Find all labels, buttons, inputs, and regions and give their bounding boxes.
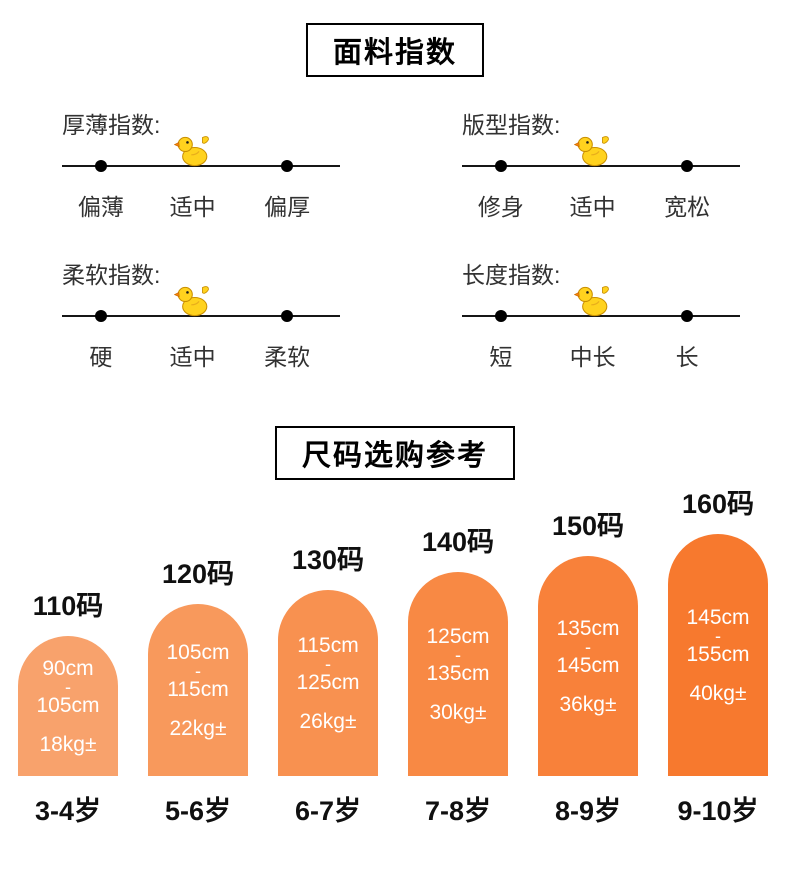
height-max: 145cm xyxy=(556,654,620,678)
size-code-label: 120码 xyxy=(161,559,235,589)
range-dash: - xyxy=(195,660,201,681)
age-label: 8-9岁 xyxy=(554,796,622,826)
tick-label: 适中 xyxy=(569,194,616,220)
size-column-160: 160码 145cm - 155cm 40kg± 9-10岁 xyxy=(668,482,768,828)
size-code-label: 110码 xyxy=(32,591,104,621)
scale-line xyxy=(462,165,740,167)
scale-group-length: 长度指数: 短 中长 长 xyxy=(462,256,740,370)
range-dash: - xyxy=(325,653,331,674)
range-dash: - xyxy=(715,625,721,646)
scale-track xyxy=(462,286,740,332)
scale-ticks: 硬 适中 柔软 xyxy=(62,338,340,370)
scale-line xyxy=(462,315,740,317)
height-max: 155cm xyxy=(686,643,750,667)
tick-label: 偏厚 xyxy=(264,194,311,220)
scale-dot-left xyxy=(494,160,507,172)
age-label: 9-10岁 xyxy=(677,796,759,826)
size-arch: 105cm - 115cm 22kg± xyxy=(148,604,248,776)
scale-track xyxy=(62,136,340,182)
scale-group-thickness: 厚薄指数: 偏薄 适中 偏厚 xyxy=(62,106,340,220)
range-dash: - xyxy=(455,644,461,665)
weight-label: 26kg± xyxy=(299,710,357,734)
size-column-140: 140码 125cm - 135cm 30kg± 7-8岁 xyxy=(408,520,508,828)
height-min: 145cm xyxy=(686,605,750,629)
size-code-label: 160码 xyxy=(681,489,755,519)
height-min: 90cm xyxy=(42,656,94,680)
size-column-150: 150码 135cm - 145cm 36kg± 8-9岁 xyxy=(538,504,638,828)
height-max: 135cm xyxy=(426,662,490,686)
scale-dot-left xyxy=(94,160,107,172)
height-min: 115cm xyxy=(297,633,359,657)
age-label: 3-4岁 xyxy=(34,796,102,826)
duck-marker-icon xyxy=(173,134,212,167)
scale-dot-right xyxy=(281,310,294,322)
tick-label: 修身 xyxy=(477,194,524,220)
fabric-index-title: 面料指数 xyxy=(305,23,485,77)
duck-marker-icon xyxy=(173,284,212,317)
tick-label: 适中 xyxy=(169,344,216,370)
age-label: 5-6岁 xyxy=(164,796,232,826)
tick-label: 中长 xyxy=(569,344,616,370)
scale-dot-right xyxy=(681,160,694,172)
scale-ticks: 短 中长 长 xyxy=(462,338,740,370)
weight-label: 18kg± xyxy=(39,733,97,757)
age-label: 6-7岁 xyxy=(294,796,362,826)
range-dash: - xyxy=(65,676,71,697)
scale-label: 长度指数: xyxy=(462,262,561,288)
scale-track xyxy=(62,286,340,332)
age-label: 7-8岁 xyxy=(424,796,492,826)
scale-label: 厚薄指数: xyxy=(62,112,161,138)
scale-label: 柔软指数: xyxy=(62,262,161,288)
scale-dot-left xyxy=(494,310,507,322)
duck-marker-icon xyxy=(573,134,612,167)
scale-line xyxy=(62,165,340,167)
height-min: 135cm xyxy=(556,616,620,640)
scale-group-fit: 版型指数: 修身 适中 宽松 xyxy=(462,106,740,220)
size-code-label: 140码 xyxy=(421,527,495,557)
height-max: 125cm xyxy=(296,671,360,695)
scale-dot-left xyxy=(94,310,107,322)
size-arch: 90cm - 105cm 18kg± xyxy=(18,636,118,776)
size-code-label: 130码 xyxy=(291,545,365,575)
height-min: 105cm xyxy=(166,640,230,664)
height-min: 125cm xyxy=(426,624,490,648)
scale-track xyxy=(462,136,740,182)
height-max: 115cm xyxy=(167,678,229,702)
size-guide-title: 尺码选购参考 xyxy=(274,426,516,480)
tick-label: 宽松 xyxy=(664,194,711,220)
tick-label: 适中 xyxy=(169,194,216,220)
weight-label: 22kg± xyxy=(169,717,227,741)
scale-line xyxy=(62,315,340,317)
size-column-120: 120码 105cm - 115cm 22kg± 5-6岁 xyxy=(148,552,248,828)
tick-label: 短 xyxy=(489,344,513,370)
scale-ticks: 修身 适中 宽松 xyxy=(462,188,740,220)
size-column-110: 110码 90cm - 105cm 18kg± 3-4岁 xyxy=(18,584,118,828)
scale-label: 版型指数: xyxy=(462,112,561,138)
size-code-label: 150码 xyxy=(551,511,625,541)
tick-label: 柔软 xyxy=(264,344,311,370)
scale-dot-right xyxy=(681,310,694,322)
tick-label: 长 xyxy=(675,344,699,370)
scale-group-softness: 柔软指数: 硬 适中 柔软 xyxy=(62,256,340,370)
duck-marker-icon xyxy=(573,284,612,317)
size-column-130: 130码 115cm - 125cm 26kg± 6-7岁 xyxy=(278,538,378,828)
size-arch: 145cm - 155cm 40kg± xyxy=(668,534,768,776)
tick-label: 硬 xyxy=(89,344,113,370)
size-arch: 135cm - 145cm 36kg± xyxy=(538,556,638,776)
size-arch: 125cm - 135cm 30kg± xyxy=(408,572,508,776)
range-dash: - xyxy=(585,636,591,657)
height-max: 105cm xyxy=(36,694,100,718)
weight-label: 36kg± xyxy=(559,693,617,717)
weight-label: 30kg± xyxy=(429,701,487,725)
weight-label: 40kg± xyxy=(689,682,747,706)
scale-ticks: 偏薄 适中 偏厚 xyxy=(62,188,340,220)
tick-label: 偏薄 xyxy=(77,194,124,220)
size-arch: 115cm - 125cm 26kg± xyxy=(278,590,378,776)
scale-dot-right xyxy=(281,160,294,172)
